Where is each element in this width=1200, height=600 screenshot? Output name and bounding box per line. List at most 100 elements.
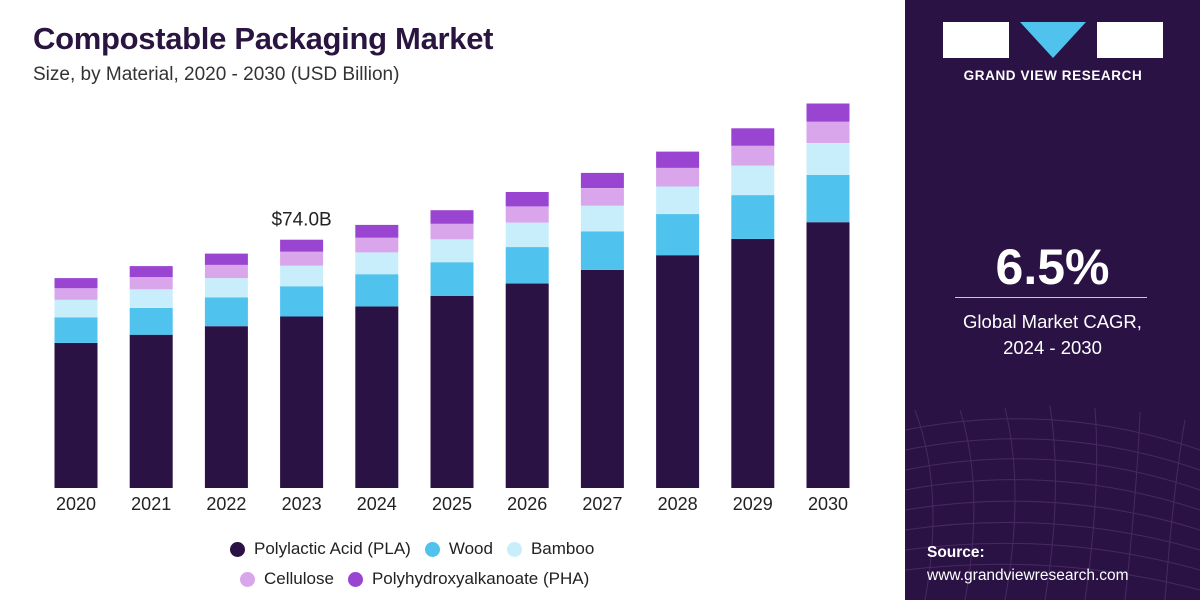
sidebar-panel: GRAND VIEW RESEARCH 6.5% Global Market C…: [905, 0, 1200, 600]
bar-segment-2024-s3: [355, 237, 399, 253]
legend-item-pla: Polylactic Acid (PLA): [230, 539, 411, 559]
bar-segment-2022-s0: [204, 326, 248, 488]
bar-segment-2030-s4: [806, 103, 850, 122]
bar-segment-2024-s2: [355, 252, 399, 275]
stacked-bar-chart: 2020 2021 2022 2023 $74.0B 2024 2025 2026 2027 20…: [54, 103, 850, 514]
bar-segment-2020-s4: [54, 278, 98, 289]
bar-segment-2020-s0: [54, 342, 98, 488]
bar-segment-2023-s0: [280, 316, 324, 488]
source-block: Source: www.grandviewresearch.com: [927, 544, 1129, 585]
bar-segment-2026-s1: [505, 247, 549, 284]
bar-segment-2025-s1: [430, 262, 474, 296]
bar-segment-2022-s2: [204, 278, 248, 298]
logo-mark: [943, 22, 1163, 58]
bar-segment-2029-s2: [731, 165, 775, 196]
legend-swatch-pha: [347, 571, 363, 587]
x-tick-label: 2024: [357, 494, 397, 514]
bar-segment-2028-s1: [656, 214, 700, 256]
bar-segment-2020-s1: [54, 317, 98, 343]
x-tick-label: 2022: [206, 494, 246, 514]
bar-segment-2021-s2: [129, 289, 173, 308]
legend-label-pha: Polyhydroxyalkanoate (PHA): [371, 569, 590, 588]
cagr-label: Global Market CAGR, 2024 - 2030: [905, 309, 1200, 361]
cagr-label-line1: Global Market CAGR,: [963, 311, 1142, 332]
legend-swatch-wood: [424, 541, 440, 557]
legend-label-pla: Polylactic Acid (PLA): [254, 539, 411, 558]
bar-segment-2026-s0: [505, 283, 549, 488]
x-tick-label: 2021: [131, 494, 171, 514]
bar-segment-2024-s0: [355, 306, 399, 488]
cagr-value: 6.5%: [995, 239, 1110, 295]
legend-item-pha: Polyhydroxyalkanoate (PHA): [347, 569, 590, 589]
bar-segment-2027-s1: [580, 231, 624, 270]
x-tick-label: 2026: [507, 494, 547, 514]
chart-title: Compostable Packaging Market: [33, 21, 494, 56]
chart-panel: Compostable Packaging Market Size, by Ma…: [33, 21, 850, 594]
bar-segment-2028-s4: [656, 151, 700, 168]
x-tick-label: 2025: [432, 494, 472, 514]
bar-segment-2023-s1: [280, 286, 324, 317]
legend-label-wood: Wood: [448, 539, 493, 558]
x-tick-label: 2030: [808, 494, 848, 514]
bar-segment-2030-s2: [806, 143, 850, 175]
wave-grid-decoration: [905, 405, 1200, 600]
data-label: $74.0B: [271, 210, 331, 231]
bar-segment-2029-s1: [731, 195, 775, 239]
bar-segment-2023-s3: [280, 251, 324, 266]
bar-segment-2029-s3: [731, 145, 775, 166]
bar-segment-2022-s3: [204, 264, 248, 279]
bar-segment-2021-s4: [129, 266, 173, 277]
legend-swatch-bamboo: [506, 541, 522, 557]
bar-segment-2027-s4: [580, 172, 624, 188]
bar-segment-2025-s0: [430, 295, 474, 488]
source-url[interactable]: www.grandviewresearch.com: [927, 567, 1129, 584]
bar-segment-2020-s2: [54, 299, 98, 318]
bar-segment-2029-s4: [731, 128, 775, 146]
brand-logo: GRAND VIEW RESEARCH: [943, 22, 1163, 83]
legend-item-cellulose: Cellulose: [240, 569, 334, 589]
legend-label-bamboo: Bamboo: [530, 539, 595, 558]
legend-swatch-pla: [230, 541, 245, 557]
bar-segment-2027-s0: [580, 269, 624, 488]
source-label: Source:: [927, 544, 985, 561]
x-tick-label: 2028: [658, 494, 698, 514]
x-tick-label: 2029: [733, 494, 773, 514]
logo-g-shape: [943, 22, 1009, 58]
bar-segment-2024-s1: [355, 274, 399, 307]
bar-segment-2023-s2: [280, 265, 324, 287]
bar-segment-2025-s2: [430, 239, 474, 263]
legend-label-cellulose: Cellulose: [264, 569, 334, 588]
legend-item-bamboo: Bamboo: [506, 539, 595, 559]
bar-segment-2024-s4: [355, 224, 399, 238]
bar-segment-2029-s0: [731, 238, 775, 488]
x-tick-label: 2027: [582, 494, 622, 514]
bar-segment-2030-s0: [806, 222, 850, 488]
legend-item-wood: Wood: [424, 539, 493, 559]
bar-segment-2021-s0: [129, 334, 173, 488]
legend-row-1: Polylactic Acid (PLA) Wood Bamboo: [230, 534, 730, 564]
bar-segment-2025-s4: [430, 210, 474, 224]
bar-segment-2023-s4: [280, 239, 324, 252]
bar-segment-2030-s3: [806, 121, 850, 143]
chart-legend: Polylactic Acid (PLA) Wood Bamboo Cellul…: [230, 534, 730, 594]
legend-row-2: Cellulose Polyhydroxyalkanoate (PHA): [230, 564, 730, 594]
bar-segment-2030-s1: [806, 174, 850, 223]
bar-segment-2027-s2: [580, 205, 624, 232]
bar-segment-2028-s2: [656, 186, 700, 214]
bar-segment-2022-s4: [204, 253, 248, 265]
legend-swatch-cellulose: [240, 571, 255, 587]
x-tick-label: 2020: [56, 494, 96, 514]
bar-segment-2026-s3: [505, 206, 549, 223]
logo-v-shape: [1020, 22, 1086, 58]
bar-segment-2022-s1: [204, 297, 248, 327]
cagr-label-line2: 2024 - 2030: [1003, 337, 1102, 358]
logo-r-shape: [1097, 22, 1163, 58]
bar-segment-2021-s1: [129, 308, 173, 335]
bar-segment-2026-s4: [505, 192, 549, 207]
bar-segment-2025-s3: [430, 223, 474, 240]
cagr-divider: [955, 297, 1147, 298]
bar-segment-2028-s0: [656, 255, 700, 488]
brand-name: GRAND VIEW RESEARCH: [963, 68, 1143, 83]
x-tick-label: 2023: [282, 494, 322, 514]
bar-segment-2028-s3: [656, 167, 700, 187]
